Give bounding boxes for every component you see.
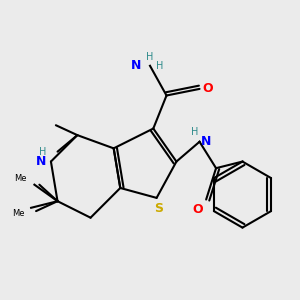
Text: N: N (201, 135, 212, 148)
Text: O: O (192, 203, 203, 216)
Text: H: H (156, 61, 163, 71)
Text: N: N (36, 155, 46, 168)
Text: H: H (39, 147, 46, 157)
Text: H: H (146, 52, 154, 62)
Text: N: N (131, 59, 142, 72)
Text: Me: Me (14, 174, 26, 183)
Text: H: H (190, 127, 198, 137)
Text: O: O (203, 82, 214, 95)
Text: S: S (154, 202, 163, 215)
Text: Me: Me (12, 209, 25, 218)
